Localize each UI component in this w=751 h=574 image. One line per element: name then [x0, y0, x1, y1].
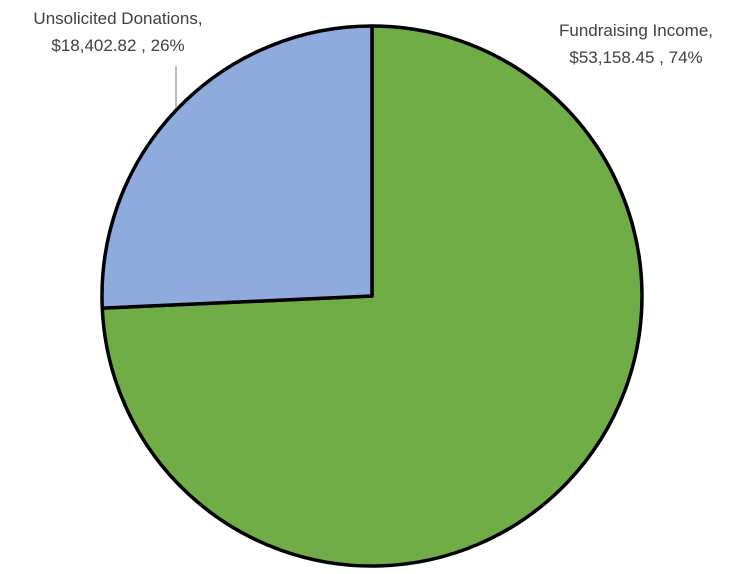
labels-layer: Fundraising Income, $53,158.45 , 74% Unsol…	[33, 9, 713, 67]
data-label-value-unsolicited-donations: $18,402.82 , 26%	[51, 36, 184, 55]
data-label-name-fundraising-income: Fundraising Income,	[559, 21, 713, 40]
data-label-value-fundraising-income: $53,158.45 , 74%	[569, 48, 702, 67]
slices-layer	[100, 24, 644, 568]
pie-slice-unsolicited-donations	[100, 24, 374, 310]
data-label-name-unsolicited-donations: Unsolicited Donations,	[33, 9, 202, 28]
